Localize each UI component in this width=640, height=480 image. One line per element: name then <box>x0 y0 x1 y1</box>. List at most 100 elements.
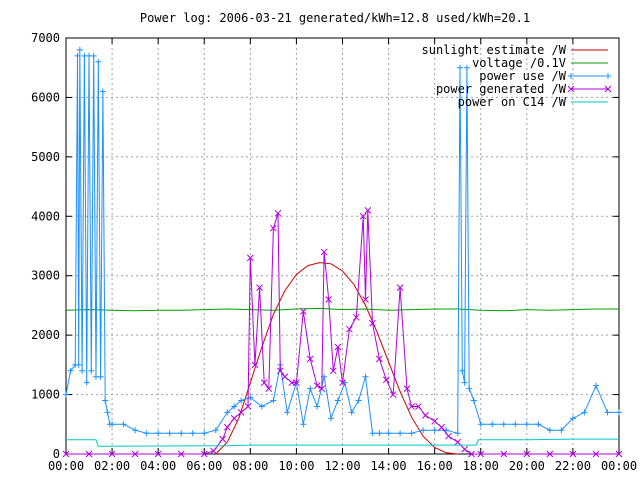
legend-label: voltage /0.1V <box>472 56 566 70</box>
data-point <box>431 417 439 425</box>
data-point <box>461 445 468 453</box>
data-point <box>299 308 307 315</box>
data-point <box>352 313 360 321</box>
data-point <box>369 430 376 437</box>
data-point <box>132 427 139 434</box>
data-point <box>201 430 208 437</box>
data-point <box>592 450 600 458</box>
data-point <box>408 430 415 437</box>
data-point <box>376 430 383 437</box>
data-point <box>67 367 74 374</box>
data-point <box>500 450 508 458</box>
data-point <box>102 397 109 404</box>
data-point <box>546 427 553 434</box>
data-point <box>97 373 104 380</box>
x-tick-label: 16:00 <box>417 459 453 473</box>
x-tick-label: 00:00 <box>601 459 637 473</box>
data-point <box>477 450 485 458</box>
data-point <box>79 367 86 374</box>
data-point <box>459 367 466 374</box>
data-point <box>355 397 362 404</box>
data-point <box>246 254 254 262</box>
data-point <box>327 415 334 422</box>
data-point <box>131 450 139 458</box>
data-point <box>334 397 341 404</box>
data-point <box>189 430 196 437</box>
data-point <box>339 379 346 387</box>
data-point <box>329 367 337 375</box>
data-point <box>307 385 314 392</box>
data-point <box>569 450 577 458</box>
data-point <box>265 385 273 392</box>
data-point <box>431 427 438 434</box>
data-point <box>389 391 397 398</box>
data-point <box>154 450 162 458</box>
data-point <box>359 212 367 220</box>
data-point <box>74 52 81 59</box>
data-point <box>314 403 321 410</box>
x-tick-label: 22:00 <box>555 459 591 473</box>
data-point <box>454 430 461 437</box>
data-point <box>76 46 83 53</box>
data-point <box>477 421 484 428</box>
y-tick-label: 3000 <box>31 269 60 283</box>
data-point <box>558 427 565 434</box>
data-point <box>108 450 116 458</box>
data-point <box>382 376 390 384</box>
data-point <box>230 414 238 422</box>
data-point <box>210 447 217 455</box>
legend-marker <box>605 73 611 79</box>
axis-ticks: 0 1000 2000 3000 4000 5000 6000 7000 00:00 02:00 0… <box>31 31 637 473</box>
data-point <box>62 450 70 458</box>
data-point <box>415 403 422 410</box>
data-point <box>237 409 245 416</box>
x-tick-label: 14:00 <box>371 459 407 473</box>
data-point <box>109 421 116 428</box>
data-point <box>325 296 333 303</box>
legend-label: power on C14 /W <box>458 95 567 109</box>
data-point <box>334 343 342 351</box>
data-point <box>258 403 265 410</box>
data-point <box>200 450 208 458</box>
data-point <box>615 450 623 458</box>
data-point <box>178 430 185 437</box>
data-point <box>320 248 328 256</box>
series-line <box>215 262 458 455</box>
data-point <box>251 361 259 369</box>
x-tick-label: 08:00 <box>232 459 268 473</box>
legend-label: power use /W <box>479 69 566 83</box>
data-point <box>569 415 576 422</box>
data-point <box>95 58 102 65</box>
data-point <box>293 379 300 387</box>
data-point <box>396 284 404 291</box>
data-point <box>500 421 507 428</box>
data-point <box>219 435 227 443</box>
y-tick-label: 1000 <box>31 388 60 402</box>
data-point <box>155 430 162 437</box>
y-tick-label: 0 <box>53 447 60 461</box>
series-layer <box>62 46 623 458</box>
data-point <box>90 52 97 59</box>
data-point <box>256 284 263 291</box>
data-point <box>362 373 369 380</box>
y-tick-label: 4000 <box>31 209 60 223</box>
legend-marker <box>568 73 574 79</box>
y-tick-label: 6000 <box>31 90 60 104</box>
data-point <box>385 430 392 437</box>
data-point <box>616 409 622 416</box>
x-tick-label: 06:00 <box>186 459 222 473</box>
x-tick-label: 20:00 <box>509 459 545 473</box>
data-point <box>85 450 93 458</box>
series-group <box>215 262 458 455</box>
data-point <box>270 224 277 232</box>
data-point <box>523 421 530 428</box>
legend-marker <box>567 85 575 93</box>
data-point <box>408 403 415 410</box>
data-point <box>364 206 372 214</box>
data-point <box>274 209 282 217</box>
series-group <box>65 307 619 312</box>
legend-label: sunlight estimate /W <box>422 43 567 57</box>
series-line <box>65 307 619 312</box>
data-point <box>306 355 314 363</box>
